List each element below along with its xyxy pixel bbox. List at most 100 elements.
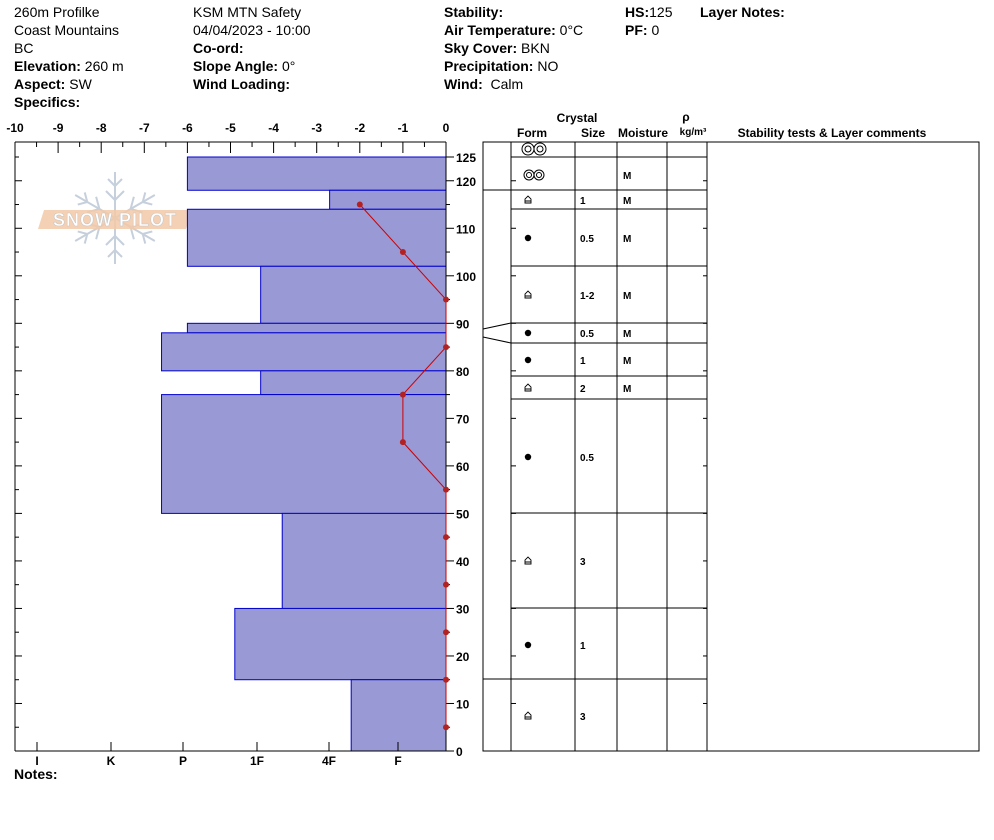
decomposed-particle-icon: [533, 169, 545, 181]
temp-tick-label: 0: [443, 121, 450, 135]
datetime: 04/04/2023 - 10:00: [193, 22, 311, 38]
header-hs: HS:125 PF: 0: [625, 3, 672, 39]
height-tick-label: 20: [456, 650, 470, 664]
size-value: 1: [580, 641, 586, 652]
faceted-grain-icon: [524, 556, 532, 565]
moisture-value: M: [623, 329, 631, 340]
precip-particle-icon: [521, 142, 535, 156]
round-grain-icon: [524, 453, 532, 461]
observer-name: KSM MTN Safety: [193, 4, 302, 20]
hardness-bars: [161, 156, 447, 752]
size-value: 2: [580, 384, 586, 395]
height-tick-label: 80: [456, 365, 470, 379]
specifics-label: Specifics:: [14, 94, 81, 110]
snowflake-branch: [95, 196, 101, 210]
height-tick-label: 60: [456, 460, 470, 474]
hs-label: HS:: [625, 4, 650, 20]
size-value: 3: [580, 712, 586, 723]
wind-row: Wind: Calm: [444, 75, 583, 93]
rho-header: ρ: [682, 110, 689, 124]
hs-row: HS:125: [625, 3, 672, 21]
height-tick-label: 10: [456, 697, 470, 711]
height-tick-label: 70: [456, 412, 470, 426]
comments-header: Stability tests & Layer comments: [738, 126, 927, 140]
height-tick-label: 120: [456, 175, 476, 189]
elevation-value: 260 m: [84, 58, 124, 74]
hardness-label: F: [394, 754, 401, 768]
height-tick-label: 40: [456, 555, 470, 569]
moisture-value: M: [623, 196, 631, 207]
temperature-point: [399, 249, 406, 256]
coord-row: Co-ord:: [193, 39, 311, 57]
temperature-point: [399, 439, 406, 446]
snowflake-arm: [105, 218, 125, 264]
aspect-value: SW: [69, 76, 92, 92]
temperature-point: [356, 201, 363, 208]
precip-label: Precipitation:: [444, 58, 534, 74]
pf-value: 0: [651, 22, 660, 38]
decomposed-particle-icon: [536, 172, 542, 178]
hardness-bar: [161, 394, 447, 514]
snowflake-branch: [107, 249, 116, 258]
height-tick-label: 30: [456, 602, 470, 616]
air-temp-row: Air Temperature: 0°C: [444, 21, 583, 39]
snowflake-branch: [142, 230, 153, 235]
aspect-row: Aspect: SW: [14, 75, 124, 93]
temperature-point: [443, 676, 449, 683]
size-value: 1: [580, 196, 586, 207]
hardness-bar: [186, 208, 447, 267]
temperature-profile: [356, 201, 449, 731]
temperature-point: [443, 724, 449, 731]
hardness-label: P: [179, 754, 187, 768]
stability-label: Stability:: [444, 4, 504, 20]
temperature-point: [443, 344, 449, 351]
pf-label: PF:: [625, 22, 648, 38]
slope-value: 0°: [281, 58, 296, 74]
wind-label: Wind:: [444, 76, 483, 92]
faceted-grain-icon: [524, 290, 532, 299]
round-grain-icon: [524, 356, 532, 364]
header-right: Stability: Air Temperature: 0°C Sky Cove…: [444, 3, 583, 93]
snowflake-branch: [83, 192, 89, 203]
density-unit-header: kg/m³: [680, 127, 707, 138]
profile-axes: -10 -9 -8 -7 -6 -5 -4 -3 -2 -1 0I K P 1F 4F F0102030405…: [6, 121, 476, 768]
snowflake-branch: [114, 190, 125, 201]
size-value: 0.5: [580, 453, 594, 464]
table-connector-line: [482, 322, 512, 330]
size-value: 1: [580, 356, 586, 367]
height-tick-label: 100: [456, 270, 476, 284]
site-name: 260m Profilke: [14, 4, 100, 20]
coord-label: Co-ord:: [193, 40, 244, 56]
faceted-grain-icon: [524, 195, 532, 204]
hs-value: 125: [649, 4, 673, 20]
elevation-label: Elevation:: [14, 58, 81, 74]
snowflake-branch: [114, 235, 125, 246]
wind-value: Calm: [490, 76, 524, 92]
stability-row: Stability:: [444, 3, 583, 21]
temp-tick-label: -5: [225, 121, 236, 135]
hardness-label: 4F: [322, 754, 336, 768]
faceted-grain-icon: [524, 383, 532, 392]
snowflake-branch: [142, 201, 153, 206]
hardness-label: 1F: [250, 754, 264, 768]
slope-label: Slope Angle:: [193, 58, 279, 74]
hardness-bar: [234, 607, 447, 681]
crystal-header: Crystal: [557, 111, 598, 125]
air-temp-value: 0°C: [559, 22, 584, 38]
moisture-value: M: [623, 171, 631, 182]
hardness-bar: [161, 332, 447, 372]
slope-row: Slope Angle: 0°: [193, 57, 311, 75]
moisture-value: M: [623, 356, 631, 367]
precip-particle-icon: [536, 145, 544, 153]
size-value: 3: [580, 557, 586, 568]
faceted-grain-icon: [524, 711, 532, 720]
round-grain-icon: [524, 641, 532, 649]
temperature-point: [443, 296, 449, 303]
wind-loading-label: Wind Loading:: [193, 76, 291, 92]
hardness-bar: [281, 512, 447, 609]
moisture-header: Moisture: [618, 126, 668, 140]
temperature-point: [443, 486, 449, 493]
precip-particle-icon: [524, 145, 532, 153]
watermark-band: [38, 210, 192, 229]
moisture-value: M: [623, 234, 631, 245]
